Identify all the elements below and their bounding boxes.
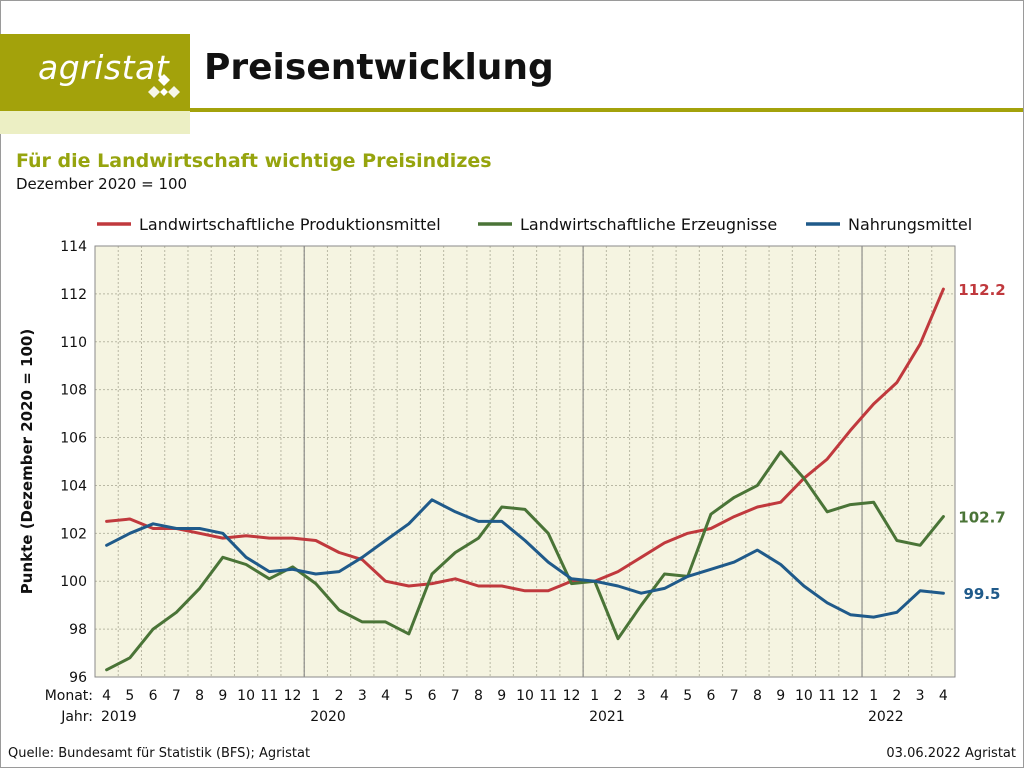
y-tick-label: 108 xyxy=(60,383,87,399)
y-tick-label: 112 xyxy=(60,287,87,303)
x-tick-label-month: 2 xyxy=(614,688,623,704)
y-tick-label: 110 xyxy=(60,335,87,351)
x-tick-label-month: 5 xyxy=(683,688,692,704)
logo-block xyxy=(0,34,190,111)
x-tick-label-month: 9 xyxy=(218,688,227,704)
header-rule xyxy=(190,108,1023,112)
x-tick-label-month: 12 xyxy=(563,688,581,704)
y-tick-label: 100 xyxy=(60,574,87,590)
x-tick-label-month: 3 xyxy=(916,688,925,704)
x-tick-label-month: 3 xyxy=(358,688,367,704)
x-tick-label-month: 5 xyxy=(404,688,413,704)
series-line xyxy=(105,498,945,619)
x-tick-label-month: 7 xyxy=(730,688,739,704)
footer-date: 03.06.2022 Agristat xyxy=(886,746,1016,761)
y-tick-label: 106 xyxy=(60,431,87,447)
x-tick-label-month: 12 xyxy=(841,688,859,704)
legend-label: Landwirtschaftliche Produktionsmittel xyxy=(139,215,441,234)
x-tick-label-month: 3 xyxy=(637,688,646,704)
x-tick-label-month: 7 xyxy=(172,688,181,704)
x-tick-label-month: 12 xyxy=(284,688,302,704)
x-tick-label-month: 8 xyxy=(753,688,762,704)
series-end-label: 112.2 xyxy=(958,281,1005,299)
footer-source: Quelle: Bundesamt für Statistik (BFS); A… xyxy=(8,746,311,761)
x-tick-label-month: 6 xyxy=(428,688,437,704)
page-title: Preisentwicklung xyxy=(204,47,554,88)
x-tick-label-month: 4 xyxy=(381,688,390,704)
x-tick-label-month: 11 xyxy=(539,688,557,704)
legend-label: Landwirtschaftliche Erzeugnisse xyxy=(520,215,777,234)
plot-border xyxy=(94,245,956,678)
series-end-label: 102.7 xyxy=(958,509,1005,527)
x-tick-label-month: 8 xyxy=(474,688,483,704)
x-tick-label-month: 1 xyxy=(869,688,878,704)
x-tick-label-month: 10 xyxy=(516,688,534,704)
x-tick-label-month: 2 xyxy=(335,688,344,704)
x-tick-label-month: 4 xyxy=(939,688,948,704)
agristat-logo-text: agristat xyxy=(38,48,170,87)
x-tick-label-month: 10 xyxy=(795,688,813,704)
x-tick-label-month: 6 xyxy=(149,688,158,704)
x-tick-label-month: 11 xyxy=(260,688,278,704)
x-tick-label-year: 2019 xyxy=(101,709,137,725)
y-axis-label: Punkte (Dezember 2020 = 100) xyxy=(18,329,36,594)
plot-area xyxy=(95,246,955,677)
chart-title: Für die Landwirtschaft wichtige Preisind… xyxy=(16,150,492,172)
legend-label: Nahrungsmittel xyxy=(848,215,972,234)
x-tick-label-year: 2022 xyxy=(868,709,904,725)
logo-underbar xyxy=(0,111,190,134)
agristat-logo-icon xyxy=(148,74,180,98)
x-tick-label-month: 2 xyxy=(892,688,901,704)
x-tick-label-month: 8 xyxy=(195,688,204,704)
x-tick-label-month: 1 xyxy=(590,688,599,704)
y-tick-label: 102 xyxy=(60,526,87,542)
x-tick-label-month: 6 xyxy=(706,688,715,704)
series-line xyxy=(105,450,945,672)
x-tick-label-month: 5 xyxy=(125,688,134,704)
x-tick-label-month: 9 xyxy=(497,688,506,704)
x-tick-label-month: 1 xyxy=(311,688,320,704)
x-tick-label-month: 9 xyxy=(776,688,785,704)
x-tick-label-month: 11 xyxy=(818,688,836,704)
x-row-label-year: Jahr: xyxy=(60,709,93,725)
x-tick-label-year: 2021 xyxy=(589,709,625,725)
x-tick-label-month: 7 xyxy=(451,688,460,704)
y-tick-label: 98 xyxy=(69,622,87,638)
x-tick-label-year: 2020 xyxy=(310,709,346,725)
y-tick-label: 114 xyxy=(60,239,87,255)
x-tick-label-month: 4 xyxy=(102,688,111,704)
x-tick-label-month: 10 xyxy=(237,688,255,704)
x-tick-label-month: 4 xyxy=(660,688,669,704)
x-row-label-month: Monat: xyxy=(45,688,93,704)
y-tick-label: 96 xyxy=(69,670,87,686)
series-end-label: 99.5 xyxy=(963,585,1000,603)
chart-subtitle: Dezember 2020 = 100 xyxy=(16,175,188,193)
y-tick-label: 104 xyxy=(60,478,87,494)
